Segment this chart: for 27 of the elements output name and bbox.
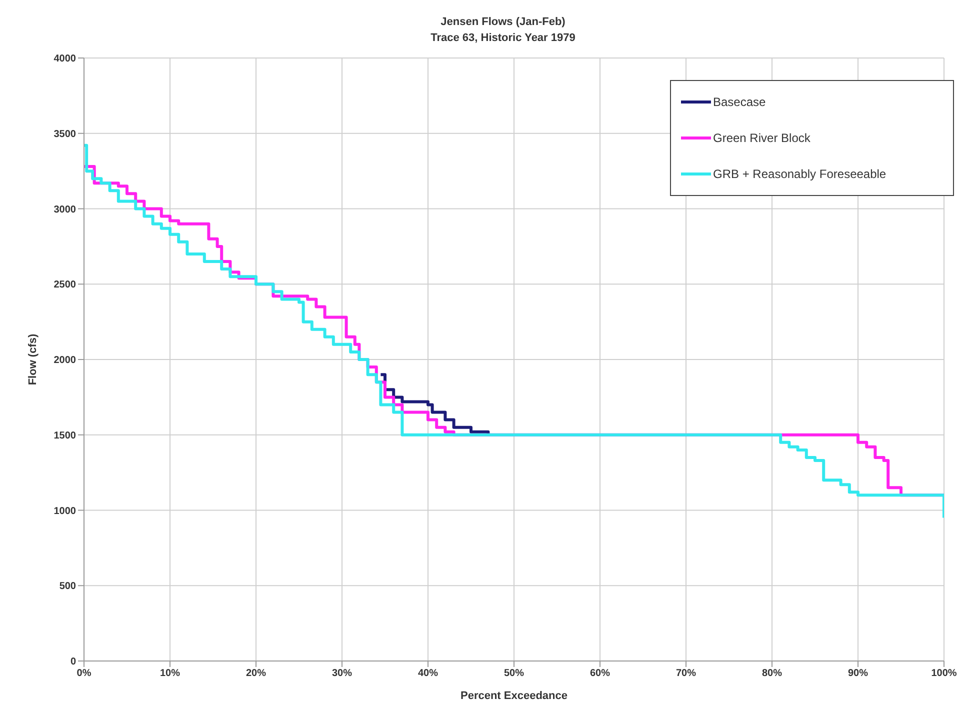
chart-subtitle: Trace 63, Historic Year 1979 — [430, 31, 576, 46]
legend-label: Basecase — [713, 95, 766, 109]
x-tick-label: 60% — [590, 668, 610, 680]
x-tick-label: 90% — [848, 668, 868, 680]
x-tick-label: 50% — [504, 668, 524, 680]
y-tick-label: 1000 — [54, 506, 76, 517]
x-tick-label: 30% — [332, 668, 352, 680]
x-tick-label: 100% — [931, 668, 957, 680]
y-tick-label: 500 — [59, 581, 76, 592]
y-tick-label: 2500 — [54, 280, 76, 291]
y-tick-label: 0 — [70, 656, 76, 668]
y-tick-label: 3000 — [54, 204, 76, 216]
x-tick-label: 10% — [160, 668, 180, 680]
x-tick-label: 40% — [418, 668, 438, 680]
x-axis-title: Percent Exceedance — [460, 690, 568, 702]
y-tick-label: 3500 — [54, 128, 76, 140]
x-tick-label: 80% — [762, 668, 782, 680]
legend-label: Green River Block — [713, 131, 810, 145]
x-tick-label: 70% — [676, 668, 696, 680]
y-tick-label: 2000 — [54, 355, 76, 366]
y-axis-title: Flow (cfs) — [26, 334, 39, 386]
x-tick-label: 20% — [246, 668, 266, 680]
legend-label: GRB + Reasonably Foreseeable — [713, 167, 886, 181]
y-tick-label: 4000 — [54, 54, 76, 65]
x-tick-label: 0% — [76, 668, 92, 680]
chart-title: Jensen Flows (Jan-Feb) — [440, 15, 566, 30]
y-tick-label: 1500 — [54, 430, 76, 442]
